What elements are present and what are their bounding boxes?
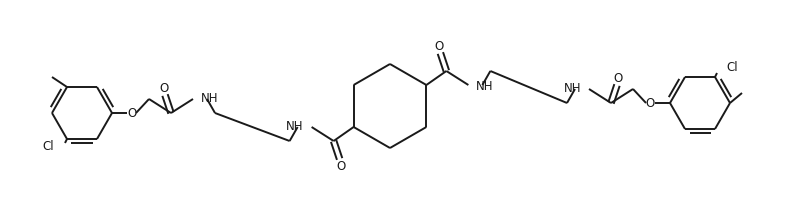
Text: O: O xyxy=(160,82,168,94)
Text: Cl: Cl xyxy=(726,61,737,73)
Text: O: O xyxy=(434,39,444,53)
Text: NH: NH xyxy=(563,82,581,94)
Text: NH: NH xyxy=(201,92,219,104)
Text: Cl: Cl xyxy=(42,140,54,153)
Text: O: O xyxy=(127,107,137,119)
Text: O: O xyxy=(613,72,623,85)
Text: O: O xyxy=(336,160,345,172)
Text: NH: NH xyxy=(286,119,304,133)
Text: O: O xyxy=(645,97,655,109)
Text: NH: NH xyxy=(476,80,494,92)
